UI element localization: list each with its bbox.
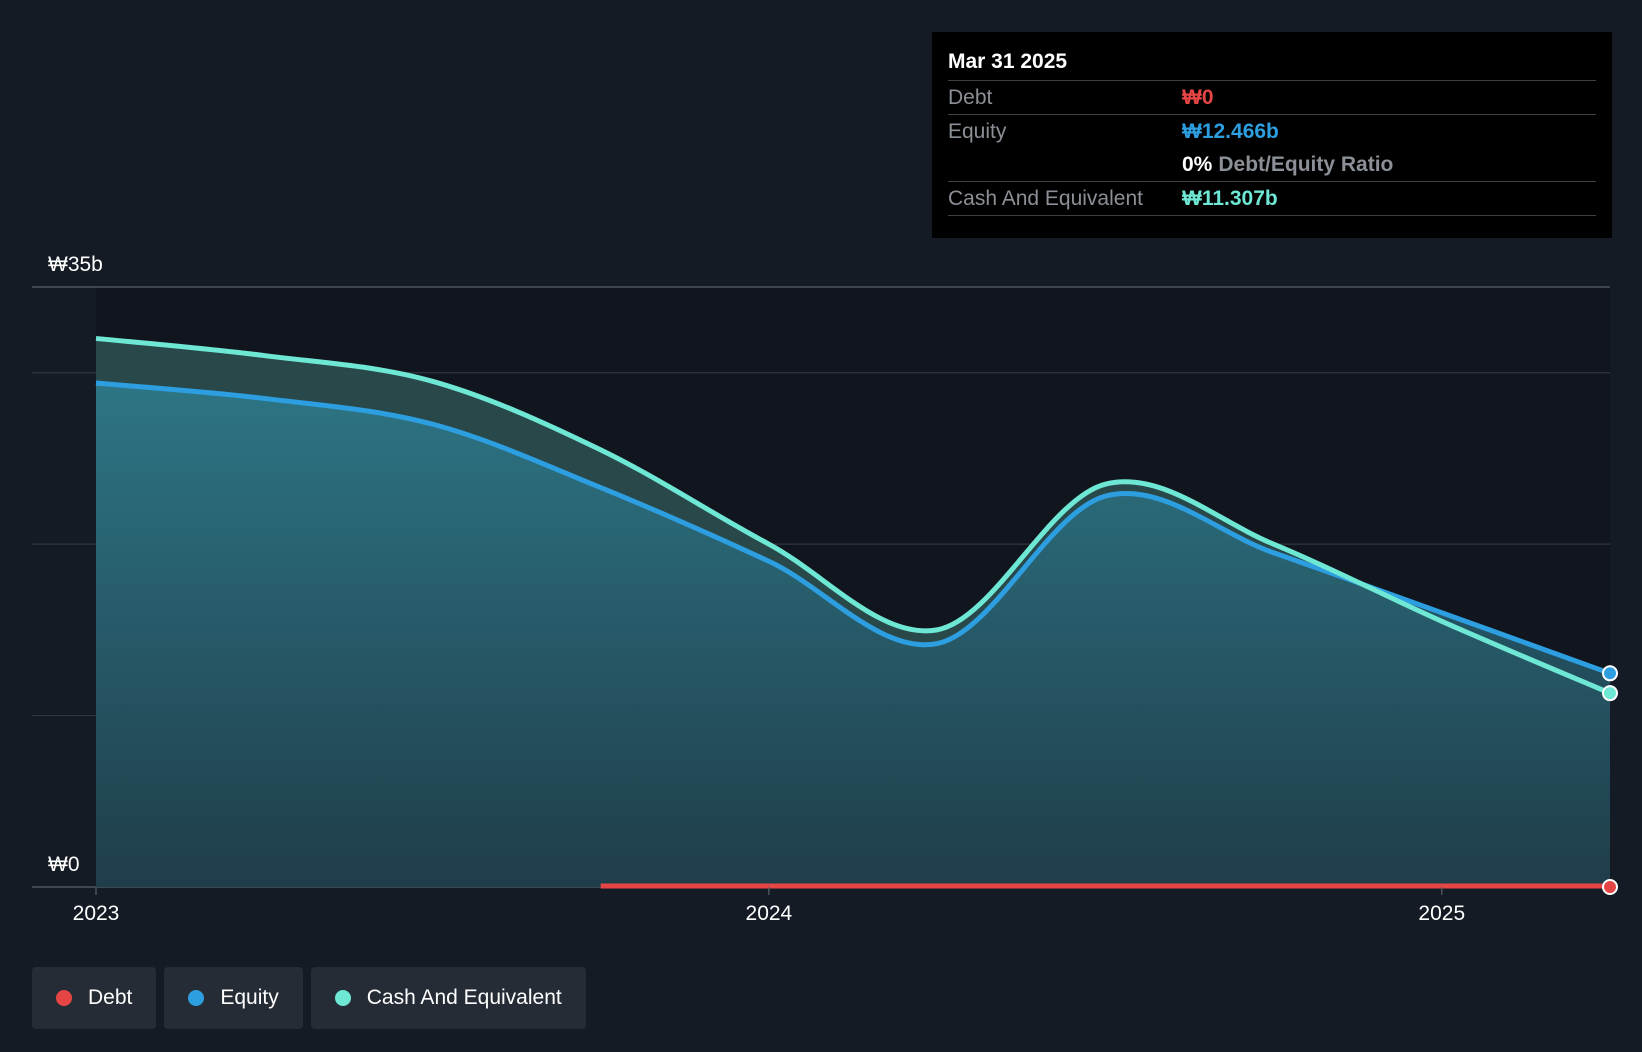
tooltip-ratio-label: Debt/Equity Ratio [1218, 153, 1394, 176]
y-axis-max-label: ₩35b [48, 253, 103, 276]
end-markers [1602, 665, 1618, 895]
y-axis-min-label: ₩0 [48, 853, 80, 876]
x-tick-label: 2024 [746, 902, 793, 925]
tooltip-row-debt: Debt ₩0 [948, 81, 1596, 115]
x-tick-label: 2025 [1418, 902, 1465, 925]
equity-dot-icon [188, 990, 205, 1006]
tooltip-cash-value: ₩11.307b [1182, 187, 1278, 210]
equity-end-marker [1602, 665, 1618, 682]
tooltip: Mar 31 2025 Debt ₩0 Equity ₩12.466b 0% De… [932, 32, 1612, 238]
tooltip-debt-value: ₩0 [1182, 86, 1214, 109]
equity-area [96, 383, 1610, 887]
tooltip-debt-label: Debt [948, 86, 993, 109]
tooltip-row-cash: Cash And Equivalent ₩11.307b [948, 182, 1596, 216]
x-tick-label: 2023 [73, 902, 120, 925]
tooltip-equity-label: Equity [948, 120, 1007, 143]
tooltip-row-ratio: 0% Debt/Equity Ratio [948, 148, 1596, 182]
tooltip-date: Mar 31 2025 [948, 44, 1596, 81]
cash-line [95, 335, 1611, 696]
tooltip-ratio-spacer [948, 148, 1182, 181]
tooltip-equity-value: ₩12.466b [1182, 120, 1279, 143]
cash-and-equivalent-end-marker [1602, 685, 1618, 702]
debt-end-marker [1602, 879, 1618, 895]
legend-item-debt[interactable]: Debt [32, 967, 157, 1029]
tooltip-ratio-value: 0% [1182, 153, 1213, 176]
legend-item-equity[interactable]: Equity [164, 967, 303, 1029]
x-axis-ticks: 2023 2024 2025 [73, 887, 1465, 925]
area-fills [96, 338, 1610, 887]
debt-dot-icon [56, 990, 72, 1006]
legend-item-cash[interactable]: Cash And Equivalent [310, 967, 586, 1029]
legend-debt-label: Debt [88, 986, 133, 1009]
tooltip-row-equity: Equity ₩12.466b [948, 115, 1596, 148]
tooltip-cash-label: Cash And Equivalent [948, 187, 1143, 210]
legend-equity-label: Equity [220, 986, 279, 1009]
series-lines [95, 335, 1611, 889]
legend: Debt Equity Cash And Equivalent [32, 967, 586, 1029]
cash-dot-icon [334, 990, 351, 1006]
legend-cash-label: Cash And Equivalent [366, 986, 562, 1009]
